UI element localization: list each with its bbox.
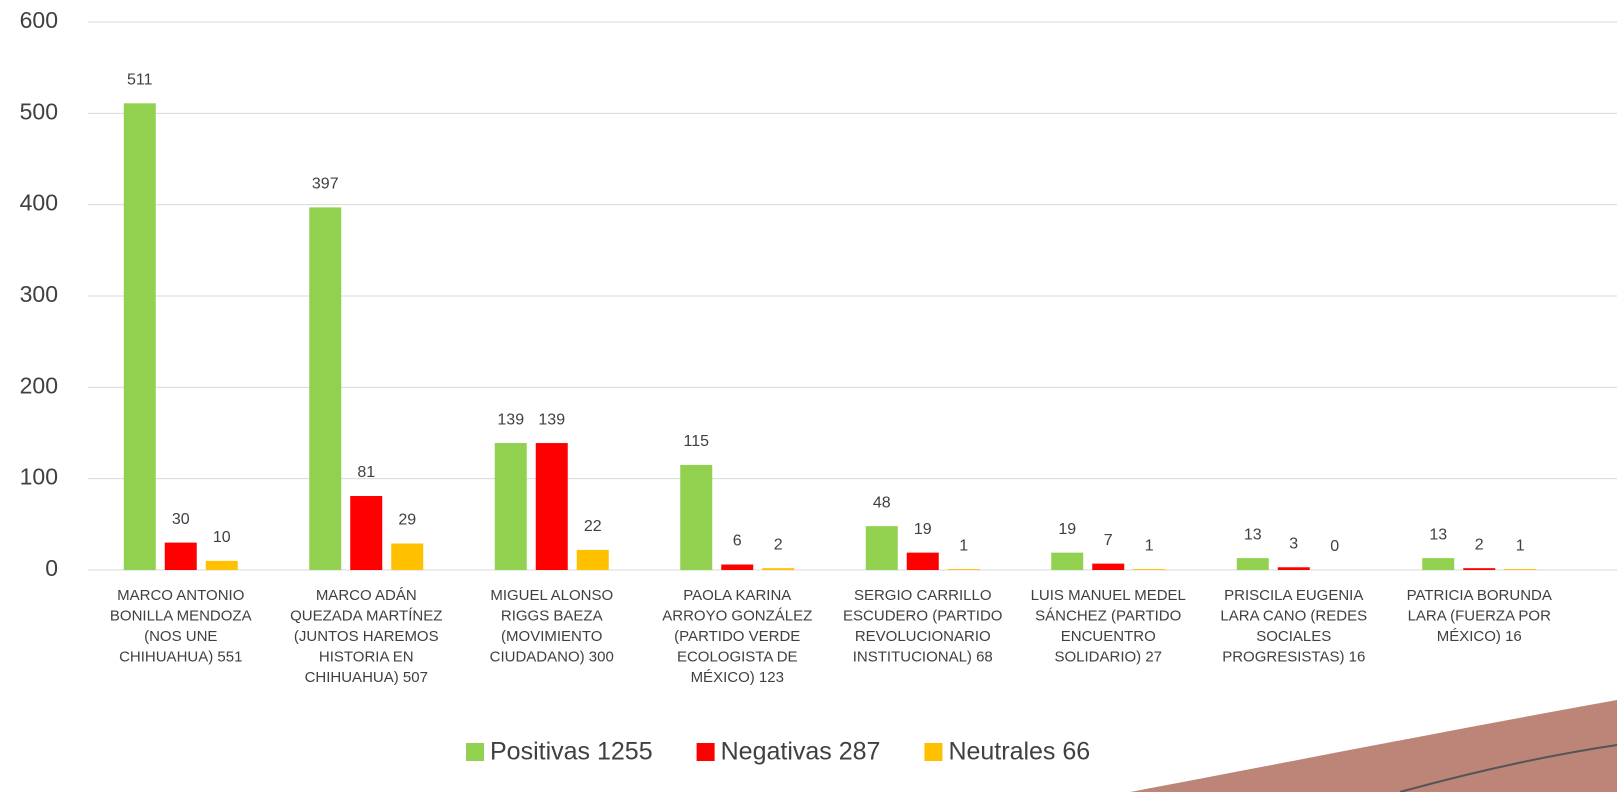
y-tick-label: 200: [20, 372, 58, 398]
x-tick-label: MARCO ADÁN QUEZADA MARTÍNEZ (JUNTOS HAREMO…: [290, 587, 442, 686]
bar: [123, 103, 156, 570]
bar: [205, 560, 238, 570]
value-label: 0: [1330, 538, 1339, 555]
bar: [1504, 569, 1537, 570]
bar: [906, 552, 939, 570]
value-label: 397: [312, 176, 339, 193]
bar: [721, 564, 754, 570]
legend-swatch: [466, 743, 484, 761]
bar: [350, 496, 383, 570]
bar: [865, 526, 898, 570]
value-label: 10: [213, 529, 231, 546]
decoration: [1399, 744, 1617, 792]
value-label: 1: [959, 537, 968, 554]
value-label: 1: [1145, 537, 1154, 554]
value-label: 2: [1475, 536, 1484, 553]
x-tick-label: PRISCILA EUGENIA LARA CANO (REDES SOCIALES…: [1220, 587, 1367, 666]
value-label: 19: [914, 521, 932, 538]
bar: [391, 543, 424, 570]
bar: [164, 542, 197, 570]
bar: [1422, 558, 1455, 570]
value-label: 3: [1289, 535, 1298, 552]
value-label: 81: [357, 464, 375, 481]
value-label: 115: [683, 433, 709, 450]
value-label: 22: [584, 518, 602, 535]
bar: [1463, 568, 1496, 570]
y-tick-label: 0: [45, 555, 58, 581]
x-tick-label: SERGIO CARRILLO ESCUDERO (PARTIDO REVOLUCI…: [843, 587, 1002, 666]
x-tick-label: PATRICIA BORUNDA LARA (FUERZA POR MÉXICO) …: [1407, 587, 1552, 645]
x-tick-label: LUIS MANUEL MEDEL SÁNCHEZ (PARTIDO ENCUENT…: [1031, 587, 1186, 666]
bar: [947, 569, 980, 570]
value-label: 139: [538, 411, 565, 428]
bar: [494, 443, 527, 570]
value-label: 6: [733, 533, 742, 550]
x-tick-label: PAOLA KARINA ARROYO GONZÁLEZ (PARTIDO VERD…: [662, 587, 812, 686]
bar: [309, 207, 342, 570]
bar: [1133, 569, 1166, 570]
value-label: 1: [1516, 537, 1525, 554]
value-label: 7: [1104, 532, 1113, 549]
bar: [762, 568, 795, 570]
value-label: 13: [1429, 526, 1447, 543]
bar: [680, 464, 713, 570]
bar: [576, 549, 609, 570]
value-label: 19: [1058, 521, 1076, 538]
value-label: 30: [172, 511, 190, 528]
bar: [1051, 552, 1084, 570]
value-label: 29: [398, 512, 416, 529]
value-label: 2: [774, 536, 783, 553]
y-tick-label: 500: [20, 98, 58, 124]
value-label: 511: [127, 72, 153, 89]
bar: [1277, 567, 1310, 570]
value-label: 139: [497, 411, 524, 428]
y-tick-label: 600: [20, 7, 58, 33]
legend-swatch: [696, 743, 715, 761]
x-tick-label: MIGUEL ALONSO RIGGS BAEZA (MOVIMIENTO CIUDA…: [490, 587, 614, 666]
decoration: [1130, 700, 1617, 792]
legend-label: Neutrales 66: [948, 738, 1090, 766]
y-tick-label: 300: [20, 281, 58, 307]
value-label: 48: [873, 494, 891, 511]
value-label: 13: [1244, 526, 1262, 543]
bar: [1092, 563, 1125, 570]
bar: [1236, 558, 1269, 570]
legend-label: Negativas 287: [721, 738, 881, 766]
bar: [535, 443, 568, 570]
legend-swatch: [924, 743, 943, 761]
x-tick-label: MARCO ANTONIO BONILLA MENDOZA (NOS UNE CHIH…: [110, 587, 252, 666]
legend-label: Positivas 1255: [490, 738, 653, 766]
y-tick-label: 400: [20, 190, 58, 216]
y-tick-label: 100: [20, 464, 58, 490]
